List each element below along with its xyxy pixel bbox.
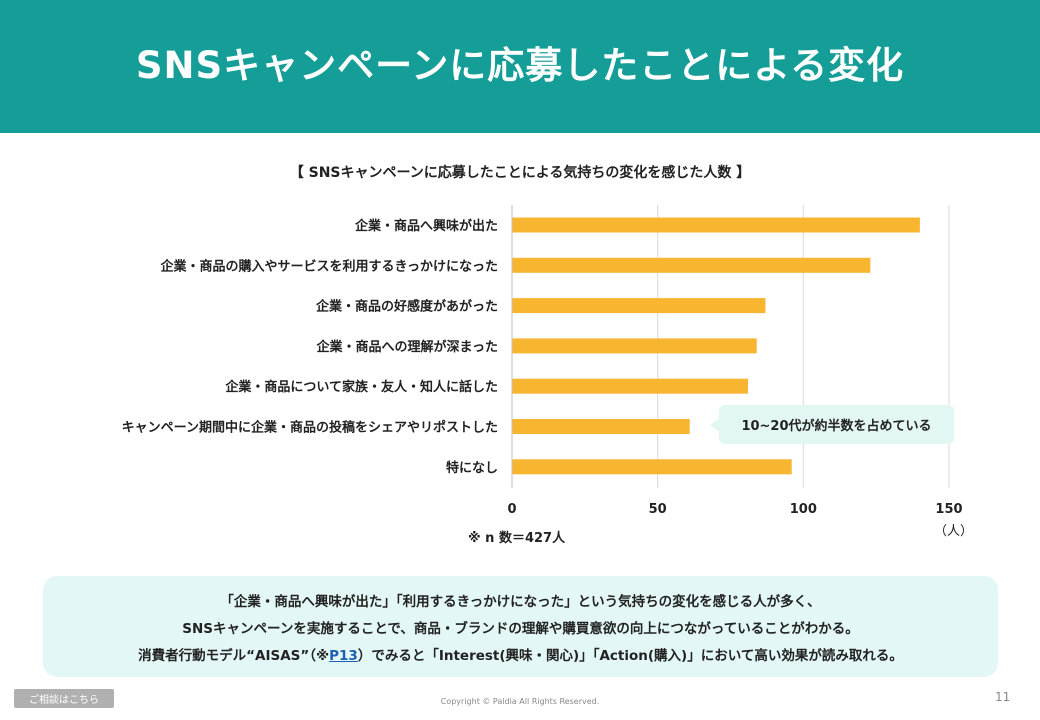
bar bbox=[512, 419, 690, 434]
copyright-text: Copyright © Paldia All Rights Reserved. bbox=[440, 697, 600, 706]
category-label: 企業・商品への理解が深まった bbox=[316, 339, 498, 355]
page-title: SNSキャンペーンに応募したことによる変化 bbox=[135, 43, 905, 87]
summary-line-2: SNSキャンペーンを実施することで、商品・ブランドの理解や購買意欲の向上につなが… bbox=[182, 620, 859, 637]
summary-line-3-suffix: ）でみると「Interest(興味・関心)」「Action(購入)」において高い… bbox=[357, 647, 903, 664]
x-tick-label: 150 bbox=[935, 502, 962, 517]
x-tick-label: 100 bbox=[790, 502, 817, 517]
chart-title: 【 SNSキャンペーンに応募したことによる気持ちの変化を感じた人数 】 bbox=[289, 165, 751, 181]
bar bbox=[512, 378, 748, 394]
chart-annotation-text: 10~20代が約半数を占めている bbox=[741, 419, 932, 434]
summary-line-1: 「企業・商品へ興味が出た」「利用するきっかけになった」という気持ちの変化を感じる… bbox=[220, 593, 821, 610]
bar bbox=[512, 338, 757, 354]
summary-box: 「企業・商品へ興味が出た」「利用するきっかけになった」という気持ちの変化を感じる… bbox=[43, 576, 998, 677]
consult-button[interactable]: ご相談はこちら bbox=[14, 689, 114, 708]
page-number: 11 bbox=[995, 690, 1011, 704]
category-label: 特になし bbox=[446, 460, 498, 476]
category-label: 企業・商品について家族・友人・知人に話した bbox=[224, 379, 498, 395]
x-axis-unit: （人） bbox=[934, 524, 974, 539]
x-tick-label: 0 bbox=[507, 502, 516, 517]
category-label: 企業・商品の購入やサービスを利用するきっかけになった bbox=[160, 258, 498, 274]
bar bbox=[512, 217, 920, 233]
bar bbox=[512, 459, 792, 475]
category-label: キャンペーン期間中に企業・商品の投稿をシェアやリポストした bbox=[122, 420, 498, 436]
page-reference-link[interactable]: P13 bbox=[329, 647, 358, 664]
summary-line-3: 消費者行動モデル“AISAS”（※P13）でみると「Interest(興味・関心… bbox=[138, 644, 903, 664]
chart-annotation-callout: 10~20代が約半数を占めている bbox=[710, 405, 954, 444]
header-banner: SNSキャンペーンに応募したことによる変化 bbox=[0, 0, 1040, 133]
category-label: 企業・商品へ興味が出た bbox=[354, 218, 498, 234]
category-label: 企業・商品の好感度があがった bbox=[315, 299, 498, 315]
summary-line-3-prefix: 消費者行動モデル“AISAS”（※ bbox=[138, 647, 330, 664]
bar bbox=[512, 298, 766, 314]
bar bbox=[512, 257, 871, 273]
sample-size-note: ※ n 数＝427人 bbox=[468, 531, 566, 546]
x-tick-label: 50 bbox=[649, 502, 667, 517]
